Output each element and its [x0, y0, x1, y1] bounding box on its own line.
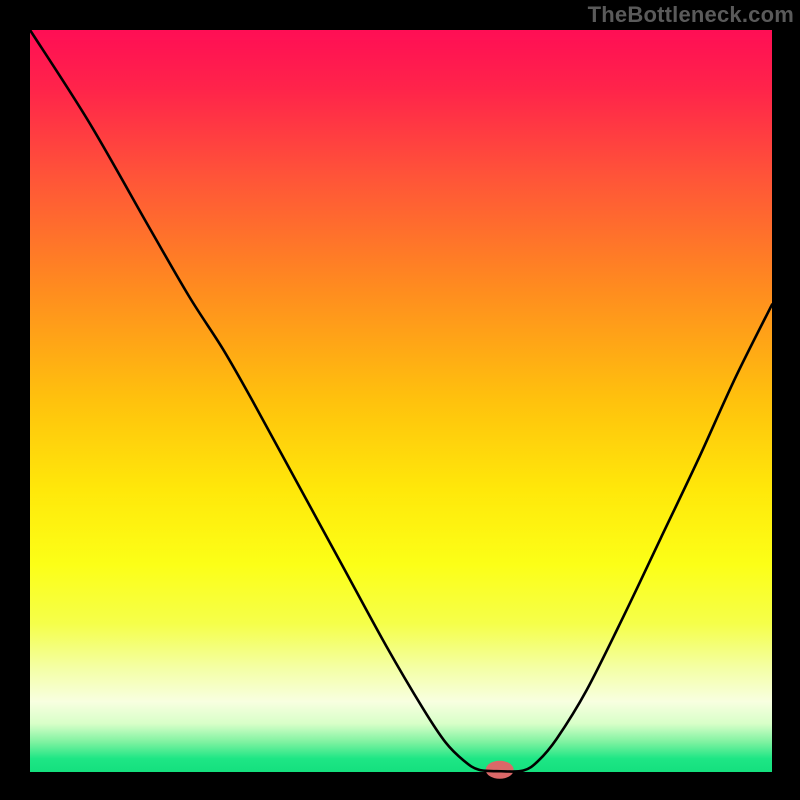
chart-container: TheBottleneck.com: [0, 0, 800, 800]
bottleneck-chart: [0, 0, 800, 800]
watermark-text: TheBottleneck.com: [588, 2, 794, 28]
chart-background: [30, 30, 772, 772]
minimum-marker: [486, 761, 514, 779]
